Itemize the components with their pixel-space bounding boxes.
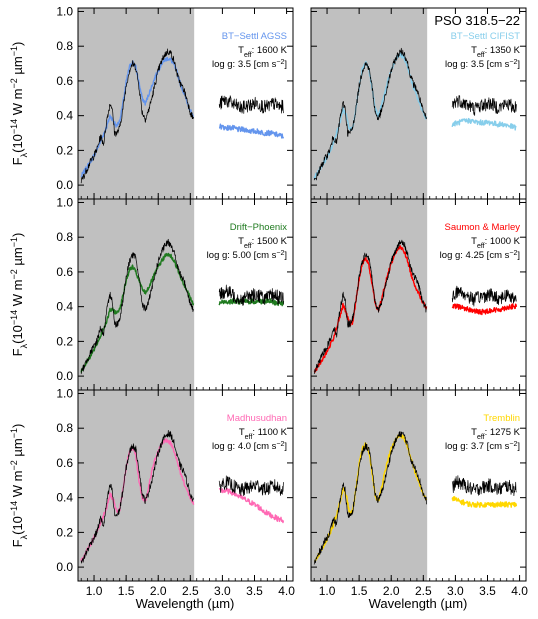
y-tick-label: 0.8 (56, 421, 73, 435)
y-tick-label: 0.0 (56, 369, 73, 383)
shaded-region (311, 199, 428, 390)
y-tick-label: 0.6 (56, 265, 73, 279)
y-tick-label: 1.0 (56, 386, 73, 400)
x-tick-label: 1.5 (118, 584, 135, 598)
y-tick-label: 0.4 (56, 491, 73, 505)
y-tick-label: 0.0 (56, 178, 73, 192)
shaded-region (311, 8, 428, 199)
panel-3: 0.0 0.2 0.4 0.6 0.8 1.0 Drift−Phoenix Teff: 150… (56, 195, 294, 391)
logg-label: log g: 3.7 [cm s−2] (445, 441, 520, 453)
teff-label: Teff: 1600 K (238, 45, 288, 59)
y-tick-label: 0.8 (56, 39, 73, 53)
x-tick-label: 2.0 (383, 584, 400, 598)
x-tick-label: 3.0 (447, 584, 464, 598)
teff-label: Teff: 1350 K (471, 45, 521, 59)
teff-label: Teff: 1275 K (471, 427, 521, 441)
y-tick-label: 0.4 (56, 300, 73, 314)
panel-grid: 0.0 0.2 0.4 0.6 0.8 1.0 BT−Settl AGSS Teff: 160… (56, 4, 528, 598)
model-name-label: Drift−Phoenix (230, 222, 288, 233)
model-name-label: Madhusudhan (227, 413, 287, 424)
observed-spectrum-lband (218, 475, 284, 497)
observed-spectrum-nir (313, 47, 427, 181)
x-tick-label: 3.0 (214, 584, 231, 598)
x-tick-label: 4.0 (278, 584, 295, 598)
model-spectrum-nir (80, 252, 195, 373)
target-name-label: PSO 318.5−22 (434, 13, 520, 28)
y-tick-label: 1.0 (56, 4, 73, 18)
panel-1: 0.0 0.2 0.4 0.6 0.8 1.0 BT−Settl AGSS Teff: 160… (56, 4, 294, 200)
shaded-region (78, 8, 195, 199)
ylabel-row-2: Fλ(10−14 W m−2 µm−1) (9, 233, 29, 357)
logg-label: log g: 4.0 [cm s−2] (212, 441, 287, 453)
observed-spectrum-lband (218, 284, 284, 306)
model-name-label: BT−Settl CIFIST (451, 31, 521, 42)
shaded-region (78, 390, 195, 581)
model-spectrum-nir (313, 245, 428, 373)
model-name-label: Saumon & Marley (444, 222, 520, 233)
logg-label: log g: 3.5 [cm s−2] (445, 59, 520, 71)
ylabel-row-3: Fλ(10−14 W m−2 µm−1) (9, 424, 29, 548)
x-tick-label: 4.0 (511, 584, 528, 598)
panel-frame (310, 389, 527, 582)
observed-spectrum-nir (80, 429, 194, 564)
y-axis-labels: Fλ(10−14 W m−2 µm−1) Fλ(10−14 W m−2 µm−1)… (9, 42, 29, 548)
observed-spectrum-nir (313, 431, 427, 565)
ylabel-row-1: Fλ(10−14 W m−2 µm−1) (9, 42, 29, 166)
model-spectrum-lband (451, 117, 517, 131)
x-tick-label: 2.0 (150, 584, 167, 598)
panel-5: 1.0 1.5 2.0 2.5 3.0 3.5 4.0 0.0 0.2 0.4 0.6 0.8 1.0 M… (56, 386, 295, 598)
model-spectrum-lband (451, 496, 518, 508)
model-spectrum-lband (451, 303, 518, 316)
panel-frame (77, 389, 294, 582)
teff-label: Teff: 1000 K (471, 236, 521, 250)
y-tick-label: 0.6 (56, 74, 73, 88)
model-spectrum-nir (80, 438, 195, 563)
shaded-region (78, 199, 195, 390)
y-tick-label: 1.0 (56, 195, 73, 209)
logg-label: log g: 5.00 [cm s−2] (207, 250, 287, 262)
model-name-label: BT−Settl AGSS (222, 31, 287, 42)
x-tick-label: 1.5 (351, 584, 368, 598)
y-tick-label: 0.4 (56, 109, 73, 123)
y-tick-label: 0.2 (56, 525, 73, 539)
observed-spectrum-nir (80, 48, 194, 184)
observed-spectrum-lband (451, 475, 517, 497)
logg-label: log g: 3.5 [cm s−2] (212, 59, 287, 71)
teff-label: Teff: 1500 K (238, 236, 288, 250)
y-tick-label: 0.6 (56, 456, 73, 470)
teff-label: Teff: 1100 K (239, 427, 288, 441)
y-tick-label: 0.2 (56, 334, 73, 348)
model-spectrum-lband (218, 123, 285, 139)
shaded-region (311, 390, 428, 581)
observed-spectrum-nir (313, 239, 427, 375)
model-name-label: Tremblin (483, 413, 520, 424)
y-tick-label: 0.0 (56, 560, 73, 574)
panel-6: 1.0 1.5 2.0 2.5 3.0 3.5 4.0 Tremblin Teff: 1275 … (310, 389, 528, 598)
xlabel-left: Wavelength (µm) (136, 596, 235, 611)
x-tick-label: 1.0 (86, 584, 103, 598)
y-tick-label: 0.8 (56, 230, 73, 244)
x-axis-labels: Wavelength (µm) Wavelength (µm) (136, 596, 468, 611)
x-tick-label: 3.5 (479, 584, 496, 598)
observed-spectrum-lband (451, 285, 517, 307)
x-tick-label: 1.0 (319, 584, 336, 598)
x-tick-label: 2.5 (182, 584, 199, 598)
x-tick-label: 2.5 (415, 584, 432, 598)
observed-spectrum-lband (451, 95, 517, 116)
logg-label: log g: 4.25 [cm s−2] (440, 250, 520, 262)
observed-spectrum-lband (218, 95, 284, 114)
y-tick-label: 0.2 (56, 143, 73, 157)
model-spectrum-lband (218, 487, 285, 524)
observed-spectrum-nir (80, 238, 194, 375)
xlabel-right: Wavelength (µm) (369, 596, 468, 611)
x-tick-label: 3.5 (246, 584, 263, 598)
